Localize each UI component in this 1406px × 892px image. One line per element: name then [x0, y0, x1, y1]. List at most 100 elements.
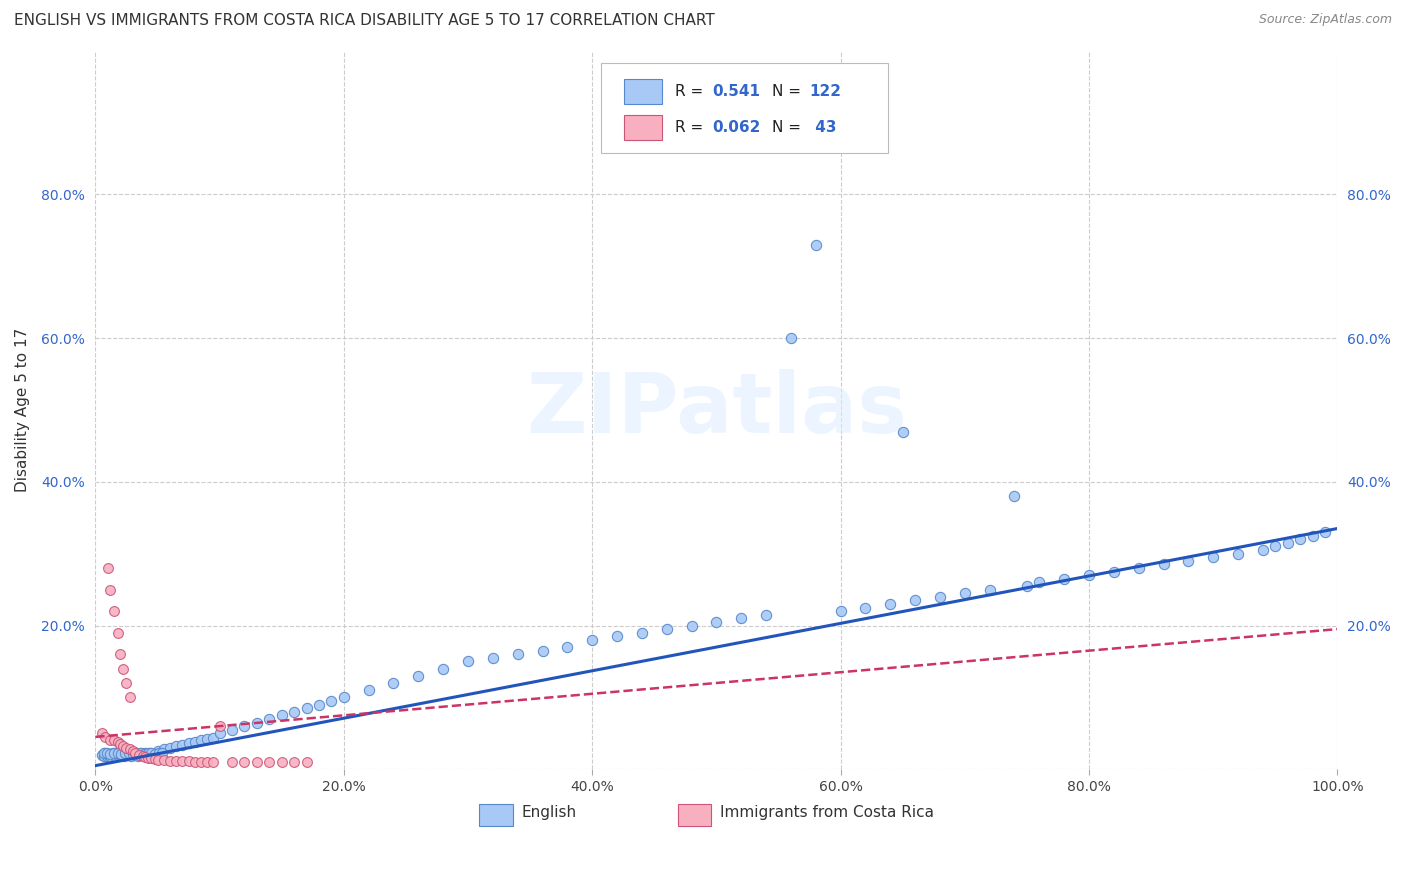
Point — [110, 747, 132, 761]
Point — [115, 747, 138, 762]
Point — [108, 747, 131, 761]
Point — [90, 747, 112, 762]
Text: ZIPatlas: ZIPatlas — [526, 369, 907, 450]
Point — [246, 755, 269, 769]
Point — [1153, 558, 1175, 572]
FancyBboxPatch shape — [624, 78, 662, 103]
Point — [125, 747, 148, 761]
Point — [1028, 575, 1050, 590]
Point — [136, 746, 159, 760]
Point — [172, 738, 194, 752]
Point — [172, 754, 194, 768]
Point — [141, 747, 163, 761]
Point — [681, 618, 703, 632]
Point — [780, 331, 803, 345]
Point — [581, 632, 603, 647]
Point — [120, 742, 142, 756]
Point — [1102, 565, 1125, 579]
Point — [117, 747, 139, 761]
Point — [152, 747, 174, 761]
Point — [904, 593, 927, 607]
Point — [165, 739, 187, 754]
Point — [1227, 547, 1250, 561]
Point — [107, 747, 129, 762]
Point — [1053, 572, 1076, 586]
Point — [131, 747, 153, 761]
Point — [233, 755, 256, 769]
Point — [321, 694, 343, 708]
Point — [830, 604, 852, 618]
Point — [93, 746, 115, 760]
Point — [115, 676, 138, 690]
Text: N =: N = — [772, 84, 806, 99]
Point — [136, 750, 159, 764]
Point — [1128, 561, 1150, 575]
Text: Source: ZipAtlas.com: Source: ZipAtlas.com — [1258, 13, 1392, 27]
Point — [655, 622, 678, 636]
Point — [110, 747, 132, 762]
Text: 0.541: 0.541 — [713, 84, 761, 99]
Text: R =: R = — [675, 120, 709, 135]
Point — [259, 712, 281, 726]
Point — [879, 597, 901, 611]
Point — [103, 733, 125, 747]
Point — [755, 607, 778, 622]
Point — [1015, 579, 1038, 593]
Point — [124, 747, 146, 761]
Point — [1202, 550, 1225, 565]
Point — [929, 590, 952, 604]
Point — [190, 755, 212, 769]
Point — [114, 747, 136, 761]
Point — [1277, 536, 1299, 550]
Point — [118, 747, 141, 761]
Point — [141, 751, 163, 765]
Point — [132, 747, 155, 762]
Point — [101, 747, 124, 761]
Point — [631, 625, 654, 640]
Point — [202, 755, 225, 769]
Point — [804, 237, 827, 252]
Point — [195, 732, 218, 747]
Point — [104, 748, 127, 763]
Point — [855, 600, 877, 615]
Point — [128, 747, 150, 762]
Point — [184, 735, 207, 749]
Point — [159, 740, 181, 755]
Point — [190, 733, 212, 747]
Y-axis label: Disability Age 5 to 17: Disability Age 5 to 17 — [15, 328, 30, 492]
Point — [111, 747, 134, 761]
Point — [121, 747, 143, 761]
Point — [730, 611, 752, 625]
Point — [408, 669, 430, 683]
FancyBboxPatch shape — [600, 63, 887, 153]
Point — [121, 747, 143, 761]
Point — [100, 747, 122, 761]
Point — [129, 747, 152, 761]
Point — [333, 690, 356, 705]
Point — [134, 747, 156, 761]
FancyBboxPatch shape — [479, 805, 513, 826]
Point — [953, 586, 976, 600]
Point — [357, 683, 380, 698]
FancyBboxPatch shape — [678, 805, 711, 826]
Point — [382, 676, 405, 690]
Point — [233, 719, 256, 733]
Point — [110, 647, 132, 661]
Point — [128, 747, 150, 761]
Point — [122, 747, 145, 761]
Point — [159, 754, 181, 768]
Point — [132, 747, 155, 761]
Point — [146, 744, 169, 758]
Point — [138, 748, 160, 763]
Point — [531, 643, 554, 657]
Point — [246, 715, 269, 730]
Point — [506, 647, 529, 661]
Point — [1289, 533, 1312, 547]
Text: 43: 43 — [810, 120, 837, 135]
Point — [457, 655, 479, 669]
Point — [98, 747, 121, 762]
Text: R =: R = — [675, 84, 709, 99]
Point — [97, 747, 120, 761]
Point — [482, 650, 505, 665]
Point — [208, 726, 231, 740]
